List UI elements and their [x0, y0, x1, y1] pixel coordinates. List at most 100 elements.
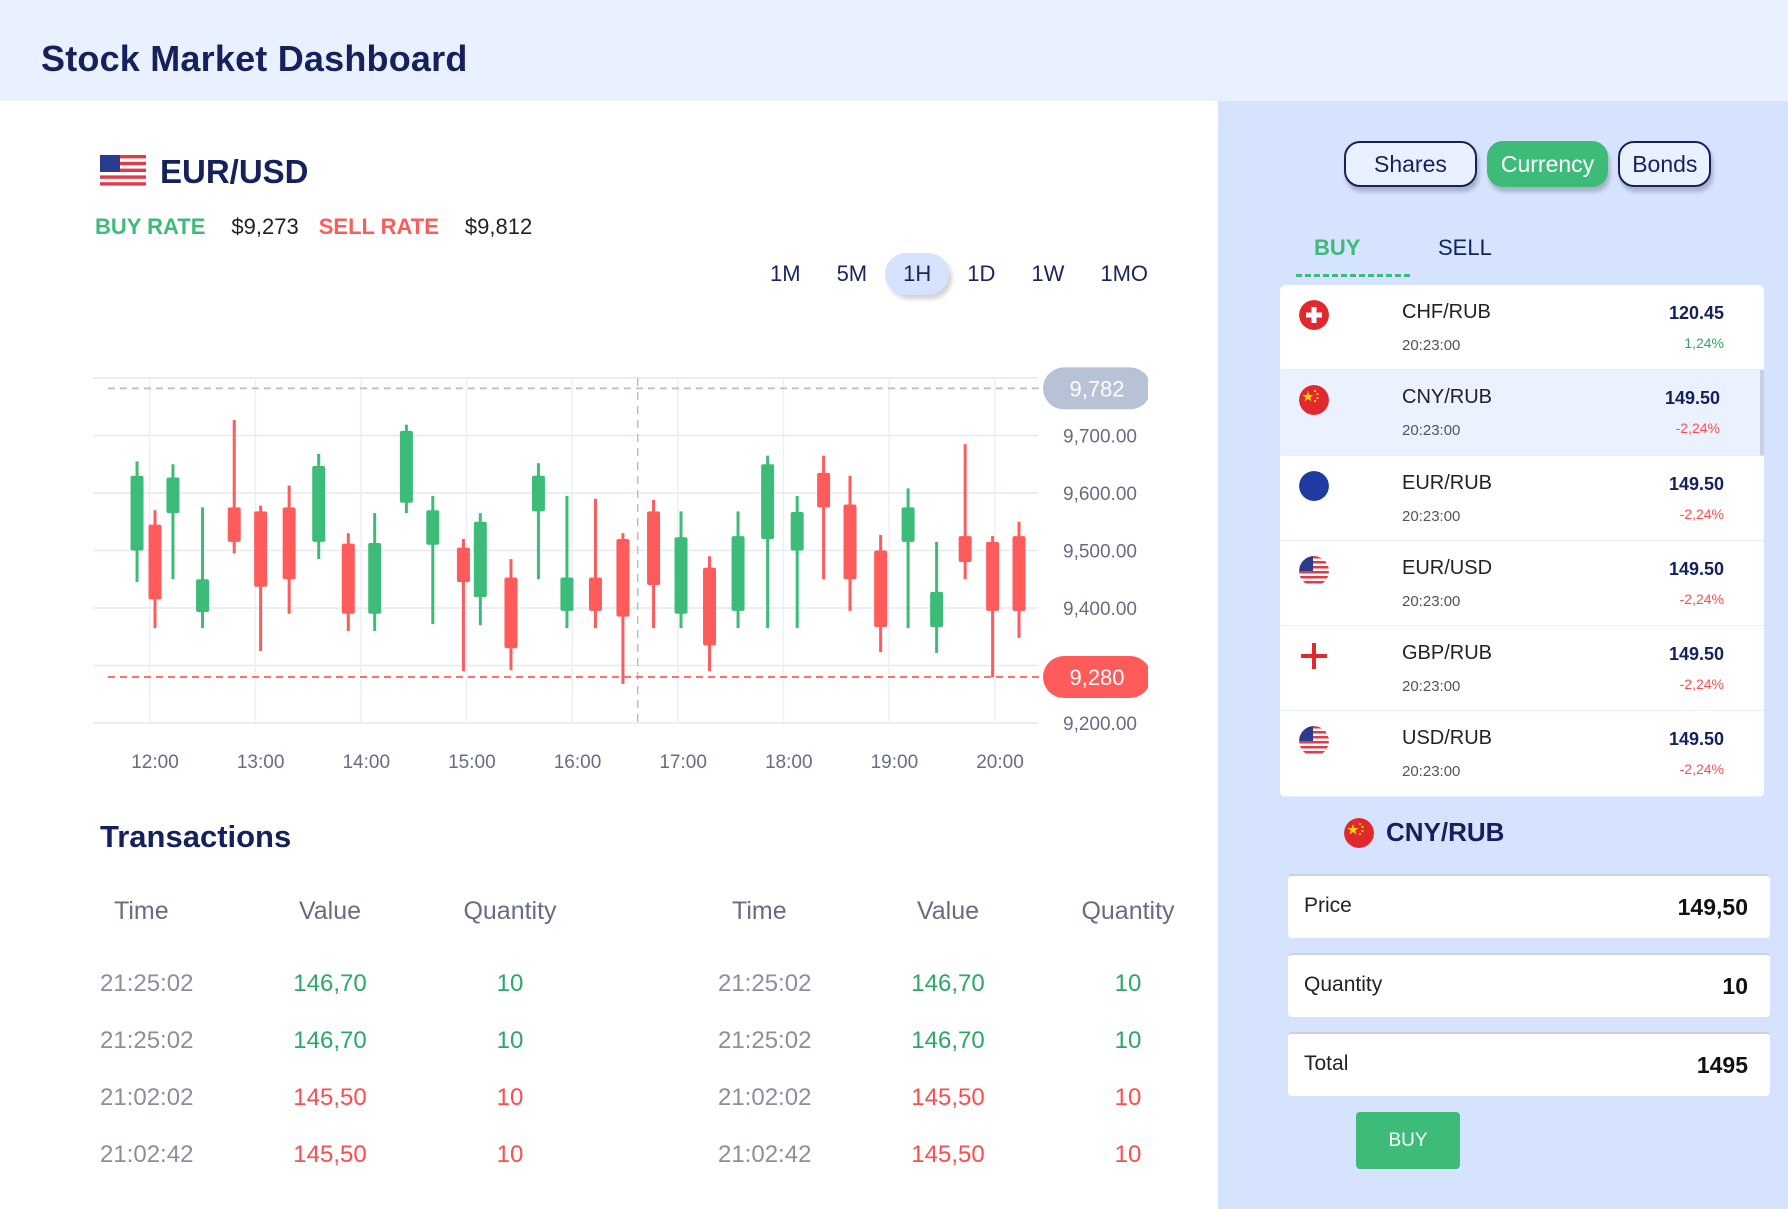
candle-body: [874, 550, 888, 627]
us-flag-icon: [100, 155, 146, 189]
candle-body: [1012, 536, 1026, 611]
total-field[interactable]: Total 1495: [1288, 1032, 1770, 1096]
column-header-time: Time: [114, 896, 169, 925]
quote-price: 149.50: [1668, 729, 1724, 750]
interval-1w[interactable]: 1W: [1031, 261, 1065, 286]
table-row: 21:02:42 145,50 10: [718, 1126, 1238, 1183]
y-tick-label: 9,200.00: [1063, 714, 1137, 735]
quote-time: 20:23:00: [1402, 763, 1461, 781]
cell-time: 21:25:02: [718, 969, 812, 997]
interval-1h[interactable]: 1H: [885, 253, 950, 295]
cell-time: 21:25:02: [100, 969, 194, 997]
quote-time: 20:23:00: [1402, 507, 1461, 525]
transactions-table-right: Time Value Quantity 21:25:02 146,70 10 21:25:0…: [718, 891, 1238, 1183]
y-tick-label: 9,500.00: [1063, 542, 1137, 563]
y-tick-label: 9,600.00: [1063, 484, 1137, 505]
cell-quantity: 10: [1114, 1140, 1142, 1168]
buy-rate-value: $9,273: [231, 214, 299, 239]
candle-body: [341, 543, 355, 614]
pair-title: EUR/USD: [160, 153, 309, 190]
quote-row-eur-usd[interactable]: EUR/USD 20:23:00 149.50 -2,24%: [1280, 541, 1764, 627]
x-tick-label: 14:00: [342, 752, 390, 773]
china-flag-icon: [1344, 817, 1374, 848]
candlestick-chart: 9,800.009,700.009,600.009,500.009,400.00…: [93, 367, 1148, 773]
tab-sell[interactable]: SELL: [1438, 235, 1492, 260]
candle-body: [227, 507, 241, 542]
interval-1m[interactable]: 1M: [770, 261, 801, 286]
quote-pair: USD/RUB: [1402, 727, 1493, 750]
interval-5m[interactable]: 5M: [836, 261, 868, 286]
quote-row-chf-rub[interactable]: CHF/RUB 20:23:00 120.45 1,24%: [1280, 285, 1764, 371]
candle-body: [958, 536, 972, 562]
china-flag-icon: [1299, 385, 1329, 416]
quote-row-gbp-rub[interactable]: GBP/RUB 20:23:00 149.50 -2,24%: [1280, 626, 1764, 712]
column-header-quantity: Quantity: [463, 896, 557, 925]
sell-line-badge: [1043, 367, 1148, 410]
candle-body: [560, 577, 574, 611]
tab-shares[interactable]: Shares: [1344, 141, 1477, 187]
column-header-quantity: Quantity: [1081, 896, 1175, 925]
quote-price: 149.50: [1668, 473, 1724, 494]
quote-pair: EUR/USD: [1402, 556, 1493, 579]
quote-row-eur-rub[interactable]: EUR/RUB 20:23:00 149.50 -2,24%: [1280, 456, 1764, 541]
buy-button[interactable]: BUY: [1356, 1112, 1460, 1169]
quote-price: 120.45: [1668, 303, 1724, 323]
quote-change: -2,24%: [1679, 505, 1724, 522]
cell-value: 146,70: [911, 969, 985, 997]
table-row: 21:02:02 145,50 10: [100, 1069, 620, 1126]
side-panel: Shares Currency Bonds BUY SELL CHF/RUB 20:2…: [1218, 101, 1788, 1209]
candle-body: [930, 591, 944, 627]
candle-body: [254, 511, 268, 587]
x-tick-label: 20:00: [976, 752, 1024, 773]
sell-line-label: 9,782: [1069, 376, 1124, 401]
candle-body: [703, 567, 717, 646]
candle-body: [647, 511, 661, 585]
y-tick-label: 9,400.00: [1063, 599, 1137, 620]
cell-value: 145,50: [911, 1083, 985, 1111]
interval-selector: 1M 5M 1H 1D 1W 1MO: [752, 253, 1166, 295]
tab-currency[interactable]: Currency: [1486, 141, 1609, 187]
pair-header: EUR/USD: [100, 153, 309, 191]
buy-line-label: 9,280: [1069, 665, 1124, 690]
candle-body: [368, 543, 382, 614]
total-value: 1495: [1696, 1052, 1748, 1078]
x-tick-label: 15:00: [448, 752, 496, 773]
quote-change: 1,24%: [1684, 335, 1724, 351]
cell-value: 146,70: [911, 1026, 985, 1054]
interval-1d[interactable]: 1D: [967, 261, 996, 286]
candle-body: [790, 511, 804, 551]
quote-time: 20:23:00: [1402, 422, 1461, 440]
tab-bonds[interactable]: Bonds: [1618, 141, 1712, 187]
quote-row-usd-rub[interactable]: USD/RUB 20:23:00 149.50 -2,24%: [1280, 711, 1764, 797]
cell-quantity: 10: [1114, 969, 1142, 997]
swiss-flag-icon: [1299, 300, 1329, 330]
quantity-field[interactable]: Quantity 10: [1288, 953, 1770, 1017]
eu-flag-icon: [1299, 470, 1329, 501]
main-panel: EUR/USD BUY RATE $9,273 SELL RATE $9,812…: [0, 101, 1218, 1209]
candle-body: [986, 541, 1000, 611]
candle-body: [843, 504, 857, 580]
candle-body: [901, 507, 915, 542]
quote-price: 149.50: [1664, 388, 1720, 409]
cell-quantity: 10: [1114, 1083, 1142, 1111]
x-tick-label: 16:00: [554, 752, 602, 773]
cell-quantity: 10: [496, 1026, 524, 1054]
app-title: Stock Market Dashboard: [41, 38, 468, 79]
price-field[interactable]: Price 149,50: [1288, 874, 1770, 938]
transactions-header: Time Value Quantity: [100, 891, 620, 931]
market-tabs: Shares Currency Bonds: [1344, 141, 1712, 187]
cell-value: 146,70: [293, 1026, 367, 1054]
quote-change: -2,24%: [1675, 420, 1720, 437]
tab-buy[interactable]: BUY: [1296, 235, 1410, 277]
column-header-value: Value: [298, 896, 362, 925]
price-label: Price: [1304, 894, 1352, 917]
candle-body: [312, 465, 326, 542]
quote-change: -2,24%: [1679, 676, 1724, 693]
x-tick-label: 18:00: [765, 752, 813, 773]
interval-1mo[interactable]: 1MO: [1100, 261, 1149, 286]
candle-body: [588, 577, 602, 611]
candle-body: [282, 507, 296, 580]
quote-pair: GBP/RUB: [1402, 642, 1493, 665]
candle-body: [531, 475, 545, 512]
quote-row-cny-rub[interactable]: CNY/RUB 20:23:00 149.50 -2,24%: [1280, 370, 1764, 456]
